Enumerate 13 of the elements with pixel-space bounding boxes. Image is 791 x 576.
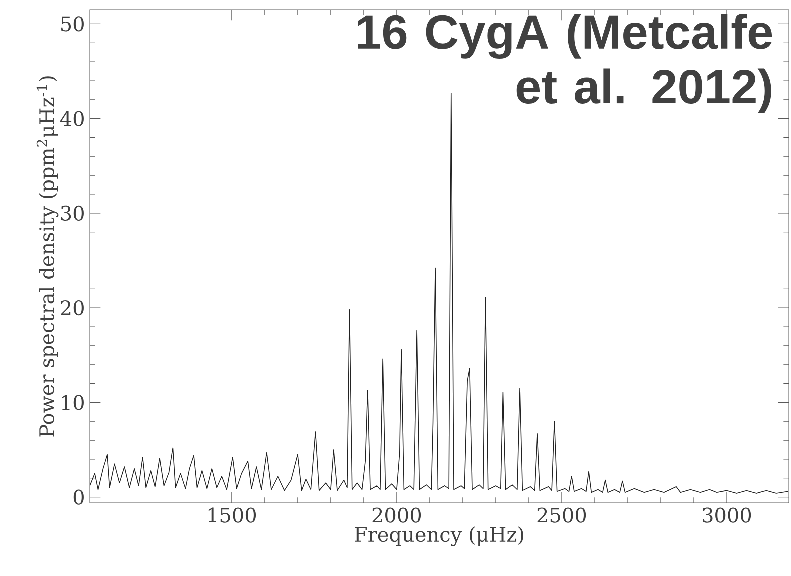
text: 16 CygA (Metcalfe et al. 2012): [358, 14, 772, 114]
y-tick-label: 10: [62, 395, 84, 410]
y-tick-label: 0: [74, 490, 84, 505]
x-tick-label: 2000: [372, 508, 422, 523]
x-tick-label: 1500: [208, 508, 256, 523]
x-tick-label: 3000: [703, 508, 752, 523]
y-tick-label: 50: [62, 16, 84, 32]
x-axis-title: Frequency (μHz): [355, 526, 524, 546]
x-tick-label: 2500: [538, 508, 586, 523]
y-axis-title: Power spectral density (ppm$^{2}$μHz$^{-1}$): [36, 76, 59, 437]
y-tick-label: 20: [61, 300, 84, 316]
y-tick-label: 40: [60, 111, 84, 126]
y-tick-label: 30: [61, 206, 84, 222]
